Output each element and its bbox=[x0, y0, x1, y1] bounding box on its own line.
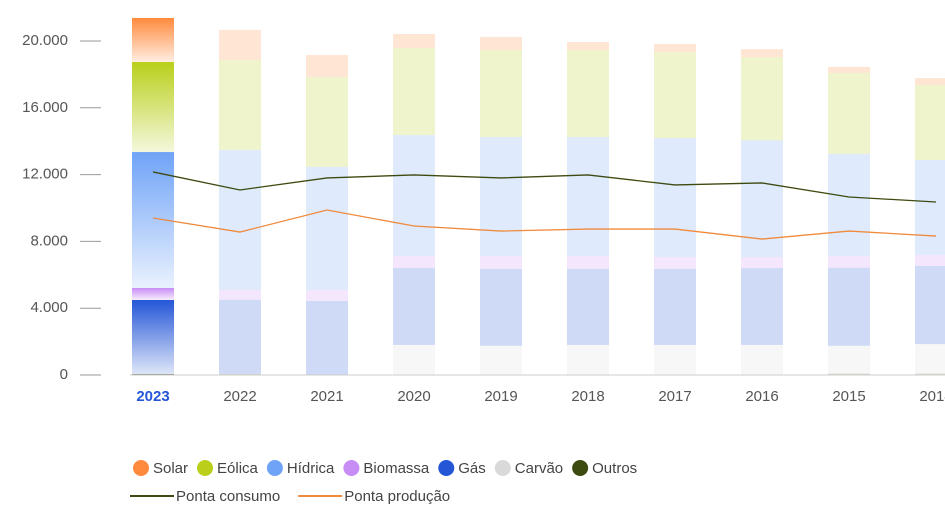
bar-segment bbox=[480, 268, 522, 346]
legend-marker bbox=[266, 460, 283, 476]
bar-segment bbox=[306, 289, 348, 302]
bar-segment bbox=[741, 257, 783, 269]
bar-segment bbox=[567, 42, 609, 51]
bar-segment bbox=[915, 265, 945, 345]
bar-segment bbox=[393, 135, 435, 256]
bar-segment bbox=[741, 268, 783, 345]
bar-segment bbox=[480, 137, 522, 256]
legend-label: Solar bbox=[153, 460, 188, 477]
legend-label: Carvão bbox=[515, 460, 563, 477]
bar-segment bbox=[567, 255, 609, 269]
bar-segment bbox=[306, 77, 348, 167]
bar-segment bbox=[393, 48, 435, 136]
bar-segment bbox=[567, 344, 609, 375]
bar-segment bbox=[219, 59, 261, 150]
bar-segment bbox=[654, 256, 696, 269]
bar-segment bbox=[132, 287, 174, 301]
legend-label: Outros bbox=[592, 460, 637, 477]
bar-segment bbox=[654, 138, 696, 257]
bar-segment bbox=[741, 49, 783, 58]
legend-label: Hídrica bbox=[287, 460, 335, 477]
bar-segment bbox=[480, 345, 522, 375]
bar-segment bbox=[393, 344, 435, 375]
bar-segment bbox=[828, 72, 870, 154]
bar-segment bbox=[654, 268, 696, 345]
y-tick-label: 12.000 bbox=[22, 166, 68, 183]
bar-segment bbox=[132, 300, 174, 375]
bar-segment bbox=[567, 50, 609, 138]
line-series bbox=[152, 209, 937, 240]
x-tick-label: 2020 bbox=[397, 388, 430, 405]
bar-segment bbox=[219, 29, 261, 60]
legend-label: Gás bbox=[458, 460, 486, 477]
legend-label: Biomassa bbox=[363, 460, 430, 477]
bar-segment bbox=[828, 267, 870, 346]
bar-segment bbox=[567, 268, 609, 345]
legend-marker bbox=[494, 460, 511, 476]
y-tick-label: 16.000 bbox=[22, 99, 68, 116]
bar-segment bbox=[393, 255, 435, 268]
x-tick-label: 2019 bbox=[484, 388, 517, 405]
x-tick-label: 2018 bbox=[571, 388, 604, 405]
x-tick-label: 2021 bbox=[310, 388, 343, 405]
y-tick-label: 0 bbox=[60, 366, 68, 383]
bar-segment bbox=[567, 137, 609, 256]
bar-segment bbox=[654, 344, 696, 375]
bar-segment bbox=[306, 166, 348, 290]
legend-marker bbox=[438, 460, 455, 476]
legend-label: Ponta consumo bbox=[176, 488, 280, 505]
bar-segment bbox=[219, 289, 261, 300]
bar-segment bbox=[741, 344, 783, 375]
bar-segment bbox=[393, 267, 435, 345]
bar-segment bbox=[654, 44, 696, 53]
bar-segment bbox=[219, 149, 261, 290]
bar-segment bbox=[828, 345, 870, 374]
legend-marker bbox=[343, 460, 360, 476]
bar-segment bbox=[828, 153, 870, 256]
legend-marker bbox=[133, 460, 149, 476]
bar-segment bbox=[480, 36, 522, 51]
y-tick-label: 20.000 bbox=[22, 32, 68, 49]
x-tick-label: 2022 bbox=[223, 388, 256, 405]
bar-segment bbox=[741, 57, 783, 141]
x-tick-label: 2015 bbox=[832, 388, 865, 405]
legend-marker bbox=[197, 460, 214, 476]
bar-segment bbox=[915, 254, 945, 266]
bar-segment bbox=[654, 52, 696, 139]
bar-segment bbox=[219, 373, 261, 375]
bar-segment bbox=[132, 17, 174, 63]
y-tick-label: 8.000 bbox=[30, 232, 68, 249]
bar-segment bbox=[915, 373, 945, 375]
y-tick-label: 4.000 bbox=[30, 299, 68, 316]
x-tick-label: 2017 bbox=[658, 388, 691, 405]
x-tick-label: 2016 bbox=[745, 388, 778, 405]
legend-label: Eólica bbox=[217, 460, 259, 477]
bar-segment bbox=[915, 84, 945, 161]
bar-segment bbox=[480, 255, 522, 269]
legend-marker bbox=[572, 460, 589, 476]
bar-segment bbox=[915, 344, 945, 374]
bar-segment bbox=[306, 55, 348, 78]
bar-segment bbox=[393, 33, 435, 49]
bar-segment bbox=[915, 160, 945, 255]
bar-segment bbox=[306, 301, 348, 375]
bar-segment bbox=[132, 62, 174, 153]
bar-segment bbox=[828, 373, 870, 375]
bar-segment bbox=[480, 50, 522, 138]
bar-segment bbox=[219, 299, 261, 374]
bar-segment bbox=[828, 66, 870, 73]
line-series bbox=[152, 171, 937, 203]
legend-label: Ponta produção bbox=[344, 488, 450, 505]
bar-segment bbox=[828, 255, 870, 268]
x-tick-label: 2023 bbox=[136, 388, 169, 405]
bar-segment bbox=[915, 78, 945, 85]
x-tick-label: 2014 bbox=[919, 388, 945, 405]
